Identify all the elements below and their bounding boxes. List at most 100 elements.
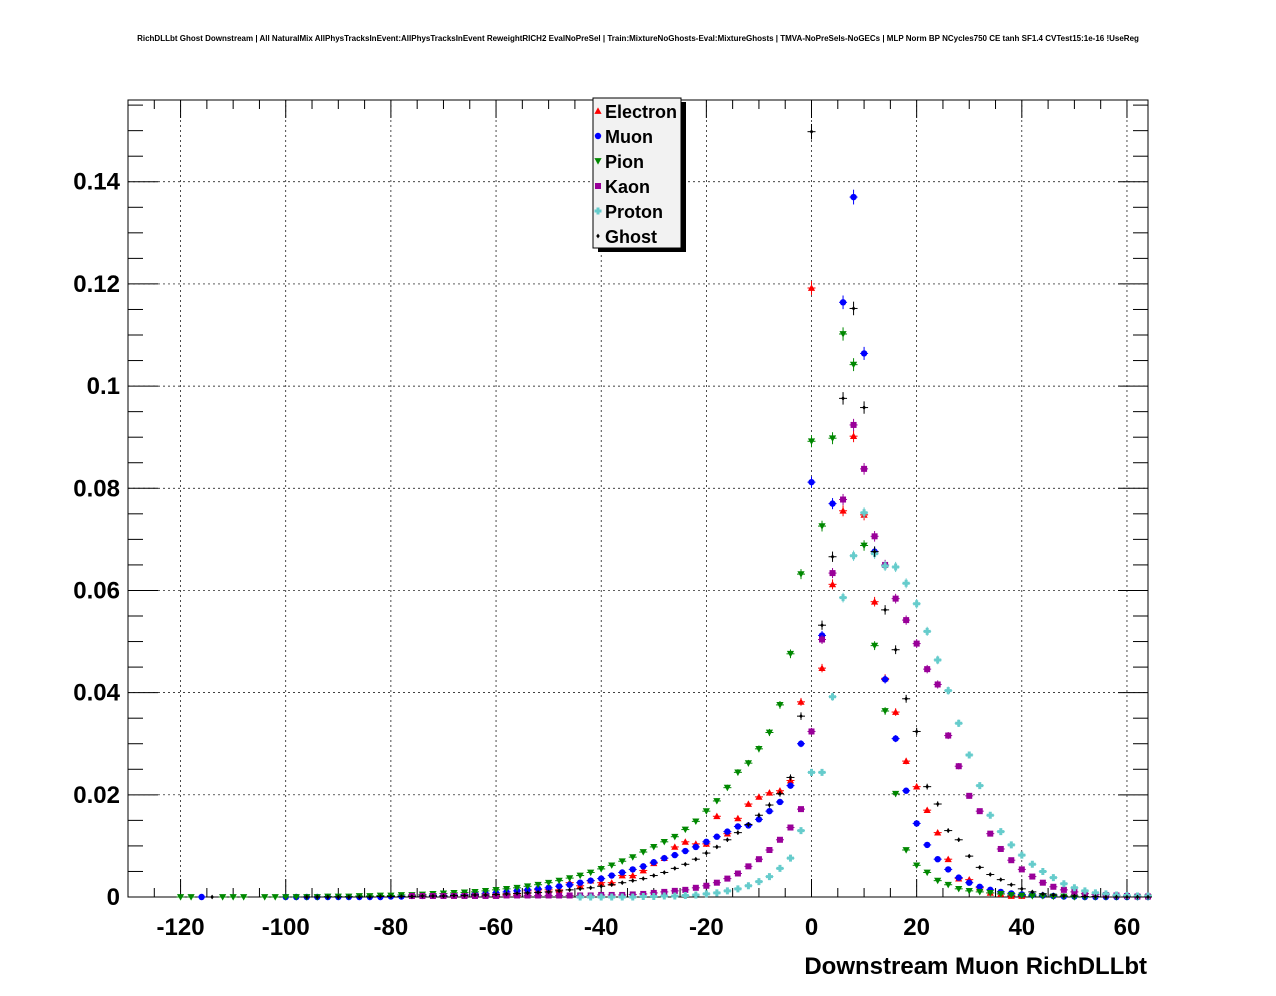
muon-point: [544, 884, 553, 892]
proton-marker: [618, 893, 626, 901]
pion-marker: [534, 881, 542, 889]
kaon-point: [555, 892, 564, 899]
ghost-marker: [757, 812, 761, 818]
kaon-point: [786, 824, 795, 831]
proton-marker: [944, 687, 952, 695]
ghost-point: [754, 812, 763, 818]
proton-point: [1059, 880, 1068, 888]
ghost-marker: [368, 894, 372, 900]
electron-point: [902, 757, 911, 765]
proton-marker: [1081, 887, 1089, 895]
pion-series: [176, 327, 1152, 901]
proton-point: [670, 892, 679, 900]
kaon-marker: [924, 666, 931, 673]
y-tick-label: 0.14: [73, 169, 120, 196]
pion-point: [744, 759, 753, 767]
electron-point: [733, 814, 742, 822]
kaon-marker: [1071, 888, 1078, 895]
ghost-marker: [494, 892, 498, 897]
legend-electron-symbol: [594, 107, 602, 114]
pion-marker: [650, 844, 658, 851]
ghost-point: [670, 865, 679, 871]
x-axis-title: Downstream Muon RichDLLbt: [804, 953, 1147, 980]
ghost-point: [513, 891, 522, 896]
proton-marker: [1039, 867, 1047, 875]
ghost-point: [786, 774, 795, 781]
y-tick-label: 0.06: [73, 577, 120, 604]
proton-point: [712, 889, 721, 897]
electron-point: [818, 663, 827, 673]
kaon-point: [891, 593, 900, 604]
ghost-marker: [567, 887, 572, 893]
muon-point: [807, 476, 816, 488]
proton-point: [860, 507, 869, 519]
kaon-point: [733, 870, 742, 877]
pion-marker: [986, 890, 994, 897]
proton-marker: [1102, 890, 1110, 898]
muon-marker: [619, 869, 626, 876]
ghost-marker: [988, 872, 993, 877]
ghost-point: [881, 605, 890, 615]
pion-marker: [692, 818, 700, 825]
proton-point: [681, 891, 690, 899]
proton-point: [607, 893, 616, 901]
kaon-marker: [1029, 873, 1036, 880]
kaon-marker: [713, 879, 720, 886]
muon-marker: [587, 877, 594, 884]
electron-point: [670, 843, 679, 850]
ghost-marker: [304, 894, 309, 900]
legend-muon-symbol: [594, 132, 602, 140]
proton-point: [839, 592, 848, 603]
pion-marker: [639, 849, 647, 856]
ghost-marker: [336, 894, 341, 900]
muon-point: [839, 295, 848, 310]
kaon-marker: [976, 808, 983, 815]
x-tick-label: 20: [903, 914, 930, 941]
electron-marker: [944, 855, 952, 863]
ghost-marker: [1093, 894, 1098, 899]
muon-point: [555, 883, 564, 890]
muon-point: [912, 820, 921, 827]
pion-marker: [997, 891, 1005, 898]
ghost-point: [891, 645, 900, 655]
ghost-point: [660, 870, 669, 875]
pion-point: [902, 847, 911, 854]
proton-marker: [934, 656, 942, 664]
ghost-marker: [410, 894, 414, 899]
electron-point: [796, 697, 805, 706]
muon-marker: [966, 879, 973, 886]
kaon-point: [702, 882, 711, 889]
ghost-point: [449, 893, 458, 898]
muon-point: [723, 828, 732, 835]
muon-marker: [808, 478, 815, 486]
ghost-marker: [683, 861, 688, 867]
pion-marker: [807, 438, 816, 445]
kaon-marker: [892, 595, 899, 602]
kaon-point: [839, 493, 848, 506]
x-tick-label: -80: [374, 914, 409, 941]
pion-marker: [702, 808, 710, 815]
muon-marker: [766, 807, 773, 815]
muon-marker: [955, 874, 962, 881]
muon-marker: [923, 841, 931, 849]
muon-point: [681, 847, 690, 855]
pion-marker: [292, 894, 300, 901]
muon-marker: [545, 884, 552, 892]
ghost-point: [523, 890, 532, 896]
electron-point: [765, 789, 774, 796]
electron-marker: [934, 829, 942, 836]
ghost-point: [439, 893, 448, 899]
muon-marker: [734, 823, 742, 830]
proton-point: [944, 686, 953, 695]
pion-point: [576, 872, 585, 880]
pion-marker: [765, 729, 774, 737]
proton-marker: [1091, 889, 1099, 897]
pion-marker: [471, 889, 479, 896]
kaon-marker: [850, 421, 857, 428]
pion-marker: [744, 760, 753, 767]
pion-point: [933, 877, 942, 885]
pion-marker: [671, 833, 679, 841]
pion-point: [639, 849, 648, 856]
ghost-point: [954, 837, 963, 843]
muon-marker: [787, 782, 794, 789]
